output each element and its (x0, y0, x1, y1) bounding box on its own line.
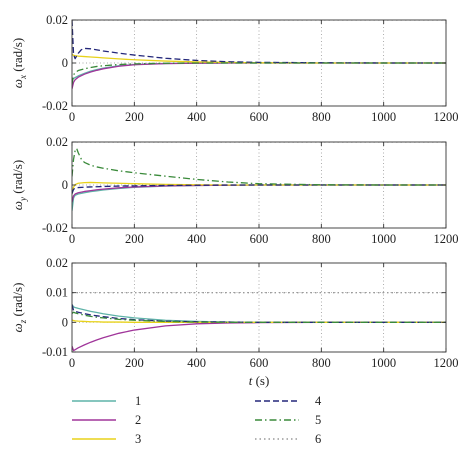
legend-label-5: 5 (315, 413, 321, 427)
y-tick-label: 0.02 (46, 256, 68, 270)
y-tick-label: -0.01 (42, 345, 68, 359)
series-group (72, 142, 446, 211)
x-tick-label: 0 (69, 110, 75, 124)
x-axis-label: t (s) (249, 373, 270, 388)
x-tick-label: 800 (312, 356, 331, 370)
series-5-line (72, 147, 446, 186)
x-tick-label: 1000 (371, 110, 396, 124)
y-tick-label: -0.02 (42, 99, 68, 113)
y-tick-label: -0.02 (42, 221, 68, 235)
x-tick-label: 0 (69, 356, 75, 370)
x-tick-label: 600 (250, 232, 269, 246)
y-axis-label: ωz (rad/s) (10, 283, 28, 333)
x-tick-label: 800 (312, 110, 331, 124)
x-tick-label: 600 (250, 356, 269, 370)
x-tick-label: 1200 (434, 356, 459, 370)
y-tick-label: 0 (62, 56, 68, 70)
y-tick-label: 0 (62, 315, 68, 329)
legend-label-2: 2 (135, 413, 141, 427)
series-5-line (72, 311, 446, 323)
series-4-line (72, 184, 446, 194)
x-tick-label: 200 (125, 356, 144, 370)
x-tick-label: 600 (250, 110, 269, 124)
legend-label-1: 1 (135, 394, 141, 408)
x-tick-label: 1000 (371, 232, 396, 246)
axes-frame (71, 262, 447, 353)
x-tick-label: 400 (187, 356, 206, 370)
series-5-line (72, 62, 446, 85)
x-tick-label: 1200 (434, 110, 459, 124)
x-tick-label: 200 (125, 232, 144, 246)
y-tick-label: 0.02 (46, 135, 68, 149)
series-1-line (72, 184, 446, 211)
y-axis-label: ωx (rad/s) (10, 38, 28, 88)
y-tick-label: 0.02 (46, 13, 68, 27)
legend: 1 2 3 4 5 6 (72, 394, 322, 446)
series-4-line (72, 304, 446, 323)
x-tick-label: 400 (187, 110, 206, 124)
series-group (72, 292, 446, 352)
x-tick-label: 1200 (434, 232, 459, 246)
x-tick-label: 0 (69, 232, 75, 246)
legend-label-6: 6 (315, 432, 321, 446)
y-axis-label: ωy (rad/s) (10, 160, 28, 210)
legend-label-4: 4 (315, 394, 322, 408)
y-tick-label: 0 (62, 178, 68, 192)
x-tick-label: 1000 (371, 356, 396, 370)
series-2-line (72, 62, 446, 89)
x-tick-label: 400 (187, 232, 206, 246)
x-tick-label: 800 (312, 232, 331, 246)
legend-label-3: 3 (135, 432, 141, 446)
x-tick-label: 200 (125, 110, 144, 124)
y-tick-label: 0.01 (46, 286, 68, 300)
series-group (72, 20, 446, 89)
